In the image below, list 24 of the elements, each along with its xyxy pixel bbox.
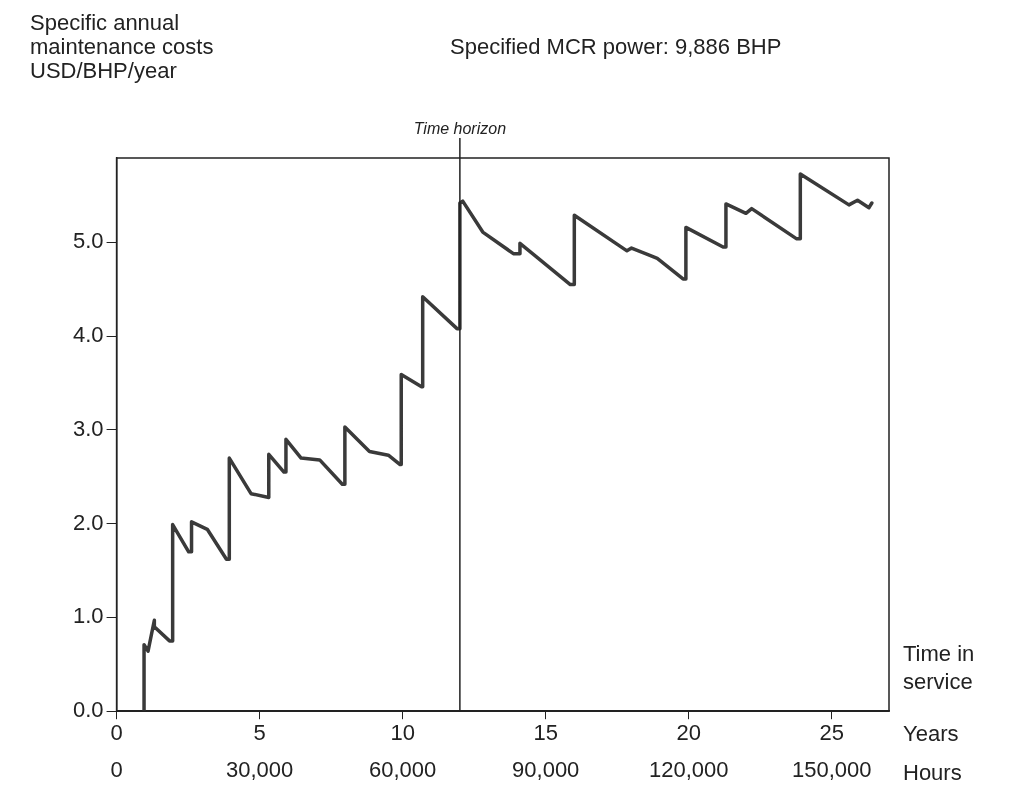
x-tick-label: 5 (253, 720, 266, 746)
y-tick-label: 4.0 (72, 322, 104, 348)
chart-subtitle: Specified MCR power: 9,886 BHP (450, 34, 782, 59)
text: Time in service (903, 641, 975, 695)
x2-tick-label: 0 (110, 756, 123, 782)
x2-tick-label: 90,000 (512, 756, 580, 782)
x-tick-label: 0 (110, 720, 123, 746)
x-tick-label: 10 (390, 720, 415, 746)
ref-line-label: Time horizon (413, 120, 507, 137)
y-tick-label: 2.0 (72, 509, 104, 535)
x2-tick-label: 60,000 (369, 756, 437, 782)
y-tick-label: 3.0 (72, 415, 104, 441)
x2-axis-title: Hours (903, 759, 962, 785)
y-tick-label: 1.0 (72, 603, 104, 629)
x2-tick-label: 120,000 (648, 756, 729, 782)
x2-tick-label: 30,000 (225, 756, 294, 782)
y-axis-title: Specific annual maintenance costs USD/BHP/year (30, 10, 214, 83)
x-axis-title: Years (903, 721, 959, 747)
x-tick-label: 25 (819, 720, 845, 746)
y-tick-label: 5.0 (72, 228, 104, 254)
x2-tick-label: 150,000 (792, 756, 872, 782)
y-tick-label: 0.0 (72, 697, 104, 723)
x-tick-label: 15 (533, 720, 558, 746)
x-tick-label: 20 (676, 720, 701, 746)
